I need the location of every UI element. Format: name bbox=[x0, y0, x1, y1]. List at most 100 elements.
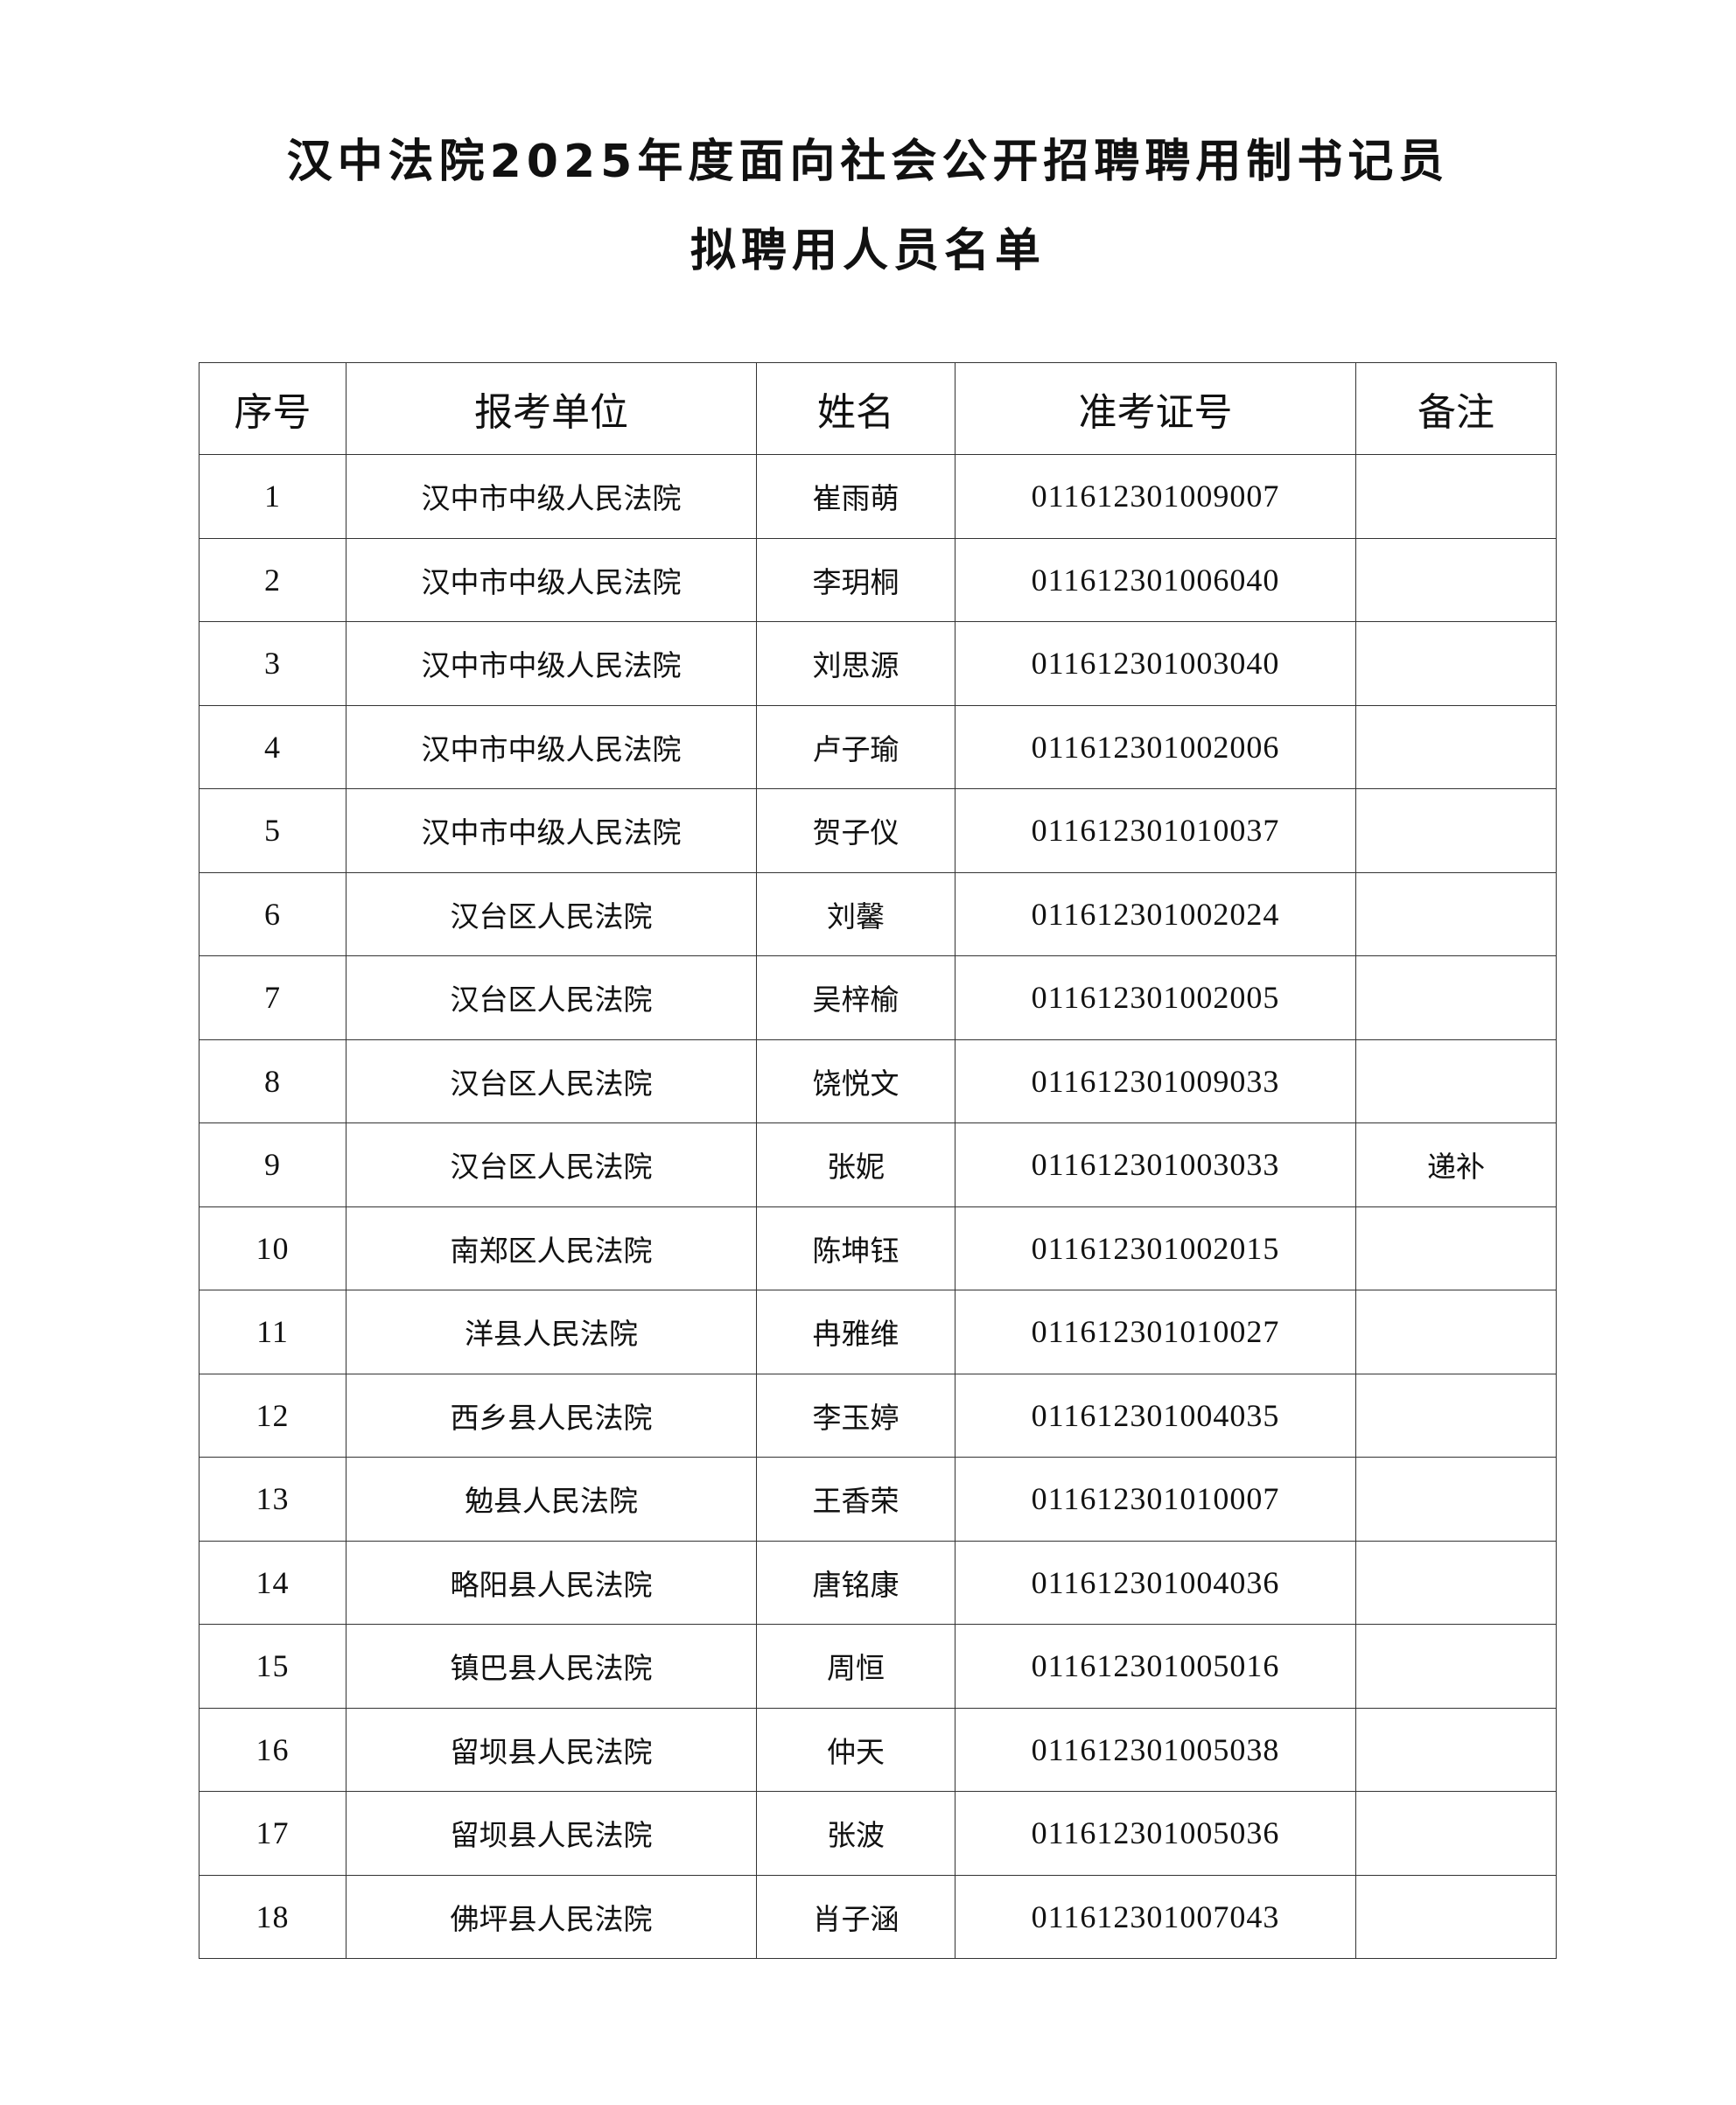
table-row: 13 勉县人民法院 王香荣 011612301010007 bbox=[199, 1457, 1557, 1542]
table-row: 7 汉台区人民法院 吴梓榆 011612301002005 bbox=[199, 955, 1557, 1040]
cell-remarks bbox=[1355, 537, 1557, 622]
cell-ticket-number: 011612301005038 bbox=[955, 1707, 1356, 1792]
cell-ticket-number: 011612301005036 bbox=[955, 1791, 1356, 1876]
table-row: 4 汉中市中级人民法院 卢子瑜 011612301002006 bbox=[199, 704, 1557, 789]
cell-ticket-number: 011612301004035 bbox=[955, 1373, 1356, 1458]
header-name: 姓名 bbox=[756, 362, 956, 455]
cell-ticket-number: 011612301002024 bbox=[955, 871, 1356, 956]
table-row: 14 略阳县人民法院 唐铭康 011612301004036 bbox=[199, 1540, 1557, 1625]
cell-unit: 佛坪县人民法院 bbox=[346, 1874, 757, 1959]
cell-remarks bbox=[1355, 1039, 1557, 1123]
table-row: 8 汉台区人民法院 饶悦文 011612301009033 bbox=[199, 1039, 1557, 1123]
table-row: 5 汉中市中级人民法院 贺子仪 011612301010037 bbox=[199, 788, 1557, 873]
cell-index: 13 bbox=[199, 1457, 346, 1542]
cell-index: 3 bbox=[199, 621, 346, 706]
cell-index: 1 bbox=[199, 454, 346, 539]
table-row: 12 西乡县人民法院 李玉婷 011612301004035 bbox=[199, 1373, 1557, 1458]
table-row: 9 汉台区人民法院 张妮 011612301003033 递补 bbox=[199, 1122, 1557, 1207]
cell-index: 11 bbox=[199, 1290, 346, 1374]
cell-index: 7 bbox=[199, 955, 346, 1040]
cell-ticket-number: 011612301003033 bbox=[955, 1122, 1356, 1207]
cell-index: 18 bbox=[199, 1874, 346, 1959]
cell-remarks bbox=[1355, 1540, 1557, 1625]
cell-index: 15 bbox=[199, 1624, 346, 1709]
cell-unit: 汉中市中级人民法院 bbox=[346, 537, 757, 622]
cell-ticket-number: 011612301002015 bbox=[955, 1206, 1356, 1290]
cell-ticket-number: 011612301009007 bbox=[955, 454, 1356, 539]
document-title: 汉中法院2025年度面向社会公开招聘聘用制书记员 bbox=[286, 136, 1450, 188]
cell-remarks bbox=[1355, 1874, 1557, 1959]
cell-remarks: 递补 bbox=[1355, 1122, 1557, 1207]
cell-name: 冉雅维 bbox=[756, 1290, 956, 1374]
cell-ticket-number: 011612301007043 bbox=[955, 1874, 1356, 1959]
cell-name: 陈坤钰 bbox=[756, 1206, 956, 1290]
table-row: 6 汉台区人民法院 刘馨 011612301002024 bbox=[199, 871, 1557, 956]
cell-remarks bbox=[1355, 621, 1557, 706]
cell-remarks bbox=[1355, 704, 1557, 789]
table-row: 15 镇巴县人民法院 周恒 011612301005016 bbox=[199, 1624, 1557, 1709]
cell-name: 肖子涵 bbox=[756, 1874, 956, 1959]
cell-unit: 汉中市中级人民法院 bbox=[346, 704, 757, 789]
cell-remarks bbox=[1355, 1290, 1557, 1374]
cell-unit: 西乡县人民法院 bbox=[346, 1373, 757, 1458]
cell-name: 唐铭康 bbox=[756, 1540, 956, 1625]
cell-unit: 汉台区人民法院 bbox=[346, 871, 757, 956]
cell-index: 4 bbox=[199, 704, 346, 789]
cell-name: 仲天 bbox=[756, 1707, 956, 1792]
cell-ticket-number: 011612301002005 bbox=[955, 955, 1356, 1040]
header-ticket-number: 准考证号 bbox=[955, 362, 1356, 455]
cell-remarks bbox=[1355, 871, 1557, 956]
table-row: 3 汉中市中级人民法院 刘思源 011612301003040 bbox=[199, 621, 1557, 706]
cell-ticket-number: 011612301003040 bbox=[955, 621, 1356, 706]
cell-ticket-number: 011612301010007 bbox=[955, 1457, 1356, 1542]
cell-ticket-number: 011612301010037 bbox=[955, 788, 1356, 873]
cell-ticket-number: 011612301006040 bbox=[955, 537, 1356, 622]
cell-remarks bbox=[1355, 1624, 1557, 1709]
cell-name: 刘思源 bbox=[756, 621, 956, 706]
cell-remarks bbox=[1355, 1206, 1557, 1290]
cell-unit: 镇巴县人民法院 bbox=[346, 1624, 757, 1709]
cell-index: 5 bbox=[199, 788, 346, 873]
cell-unit: 汉中市中级人民法院 bbox=[346, 788, 757, 873]
cell-name: 崔雨萌 bbox=[756, 454, 956, 539]
cell-ticket-number: 011612301010027 bbox=[955, 1290, 1356, 1374]
header-remarks: 备注 bbox=[1355, 362, 1557, 455]
table-row: 16 留坝县人民法院 仲天 011612301005038 bbox=[199, 1707, 1557, 1792]
cell-unit: 汉中市中级人民法院 bbox=[346, 621, 757, 706]
cell-index: 8 bbox=[199, 1039, 346, 1123]
candidate-table: 序号 报考单位 姓名 准考证号 备注 1 汉中市中级人民法院 崔雨萌 01161230… bbox=[199, 362, 1557, 1959]
cell-index: 16 bbox=[199, 1707, 346, 1792]
cell-name: 李玥桐 bbox=[756, 537, 956, 622]
cell-index: 14 bbox=[199, 1540, 346, 1625]
cell-name: 周恒 bbox=[756, 1624, 956, 1709]
cell-remarks bbox=[1355, 454, 1557, 539]
cell-unit: 南郑区人民法院 bbox=[346, 1206, 757, 1290]
table-row: 10 南郑区人民法院 陈坤钰 011612301002015 bbox=[199, 1206, 1557, 1290]
cell-name: 李玉婷 bbox=[756, 1373, 956, 1458]
cell-unit: 汉台区人民法院 bbox=[346, 955, 757, 1040]
cell-remarks bbox=[1355, 955, 1557, 1040]
cell-index: 12 bbox=[199, 1373, 346, 1458]
cell-unit: 洋县人民法院 bbox=[346, 1290, 757, 1374]
cell-remarks bbox=[1355, 1707, 1557, 1792]
header-unit: 报考单位 bbox=[346, 362, 757, 455]
cell-unit: 留坝县人民法院 bbox=[346, 1707, 757, 1792]
cell-name: 刘馨 bbox=[756, 871, 956, 956]
table-row: 11 洋县人民法院 冉雅维 011612301010027 bbox=[199, 1290, 1557, 1374]
table-row: 17 留坝县人民法院 张波 011612301005036 bbox=[199, 1791, 1557, 1876]
document-subtitle: 拟聘用人员名单 bbox=[690, 225, 1046, 277]
cell-name: 吴梓榆 bbox=[756, 955, 956, 1040]
cell-name: 饶悦文 bbox=[756, 1039, 956, 1123]
cell-ticket-number: 011612301005016 bbox=[955, 1624, 1356, 1709]
cell-index: 10 bbox=[199, 1206, 346, 1290]
cell-name: 张妮 bbox=[756, 1122, 956, 1207]
table-header-row: 序号 报考单位 姓名 准考证号 备注 bbox=[199, 362, 1557, 455]
cell-unit: 略阳县人民法院 bbox=[346, 1540, 757, 1625]
cell-remarks bbox=[1355, 788, 1557, 873]
cell-unit: 汉台区人民法院 bbox=[346, 1122, 757, 1207]
cell-unit: 汉中市中级人民法院 bbox=[346, 454, 757, 539]
cell-unit: 勉县人民法院 bbox=[346, 1457, 757, 1542]
cell-index: 9 bbox=[199, 1122, 346, 1207]
cell-index: 17 bbox=[199, 1791, 346, 1876]
cell-ticket-number: 011612301002006 bbox=[955, 704, 1356, 789]
